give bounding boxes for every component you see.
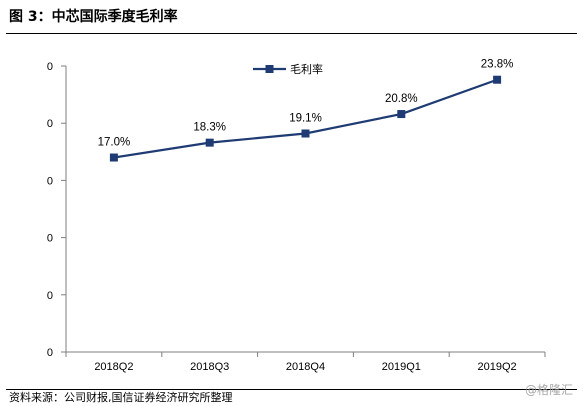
data-label: 20.8% <box>385 93 418 105</box>
x-tick-label: 2018Q3 <box>190 361 229 373</box>
x-tick-label: 2019Q1 <box>382 361 421 373</box>
x-tick-label: 2018Q4 <box>286 361 325 373</box>
legend-label: 毛利率 <box>290 62 323 76</box>
data-point <box>397 110 406 119</box>
y-tick-label: 0 <box>47 233 53 245</box>
data-label: 23.8% <box>481 59 514 71</box>
figure-title: 图 3：中芯国际季度毛利率 <box>9 9 178 25</box>
legend: 毛利率 <box>253 62 323 76</box>
y-tick-label: 0 <box>47 118 53 130</box>
y-tick-label: 0 <box>47 347 53 359</box>
x-tick-label: 2018Q2 <box>94 361 133 373</box>
data-point <box>493 75 502 84</box>
x-tick-label: 2019Q2 <box>478 361 517 373</box>
y-tick-label: 0 <box>47 290 53 302</box>
x-axis: 2018Q2 2018Q3 2018Q4 2019Q1 2019Q2 <box>65 351 546 373</box>
data-label: 19.1% <box>289 112 322 124</box>
data-label: 18.3% <box>193 122 226 134</box>
y-tick-label: 0 <box>47 61 53 73</box>
y-tick-label: 0 <box>47 175 53 187</box>
data-point <box>205 138 214 147</box>
data-label: 17.0% <box>98 137 131 149</box>
data-point <box>301 129 310 138</box>
legend-marker <box>265 65 274 73</box>
bottom-rule <box>6 389 577 390</box>
y-axis: 0 0 0 0 0 0 <box>47 61 67 359</box>
series-layer: 17.0% 18.3% 19.1% 20.8% 23.8% <box>98 59 514 162</box>
watermark: @格隆汇 <box>524 383 573 397</box>
top-rule <box>6 33 577 34</box>
source-note: 资料来源：公司财报,国信证券经济研究所整理 <box>9 391 233 404</box>
data-point <box>109 153 118 162</box>
